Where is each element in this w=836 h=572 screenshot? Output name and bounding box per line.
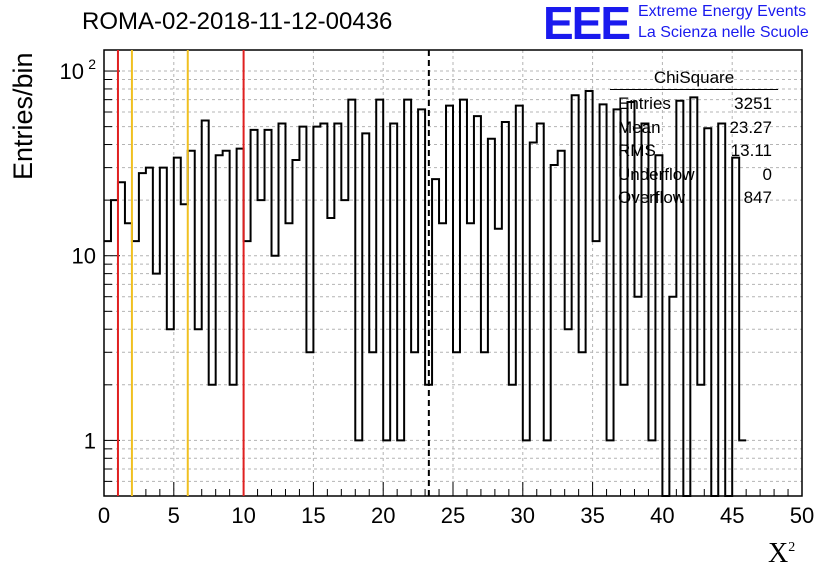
x-tick-label: 30 <box>511 503 535 528</box>
x-tick-label: 35 <box>580 503 604 528</box>
x-tick-label: 45 <box>720 503 744 528</box>
stats-value: 0 <box>762 164 772 184</box>
x-tick-label: 0 <box>98 503 110 528</box>
y-tick-label-sup: 2 <box>88 56 96 72</box>
x-tick-label: 25 <box>441 503 465 528</box>
x-tick-label: 10 <box>231 503 255 528</box>
stats-value: 13.11 <box>730 141 772 160</box>
logo-subtitle-line2: La Scienza nelle Scuole <box>638 24 809 41</box>
stats-value: 23.27 <box>729 117 772 137</box>
x-tick-label: 20 <box>371 503 395 528</box>
stats-row-rms: RMS 13.11 <box>610 139 778 163</box>
y-axis-label: Entries/bin <box>8 52 38 180</box>
stats-row-mean: Mean 23.27 <box>610 116 778 140</box>
x-tick-label: 5 <box>168 503 180 528</box>
stats-box: ChiSquare Entries 3251 Mean 23.27 RMS 13.11… <box>610 68 778 210</box>
y-tick-label: 10 <box>72 244 96 269</box>
logo-subtitle-line1: Extreme Energy Events <box>638 3 807 20</box>
stats-value: 3251 <box>734 94 772 113</box>
x-tick-label: 50 <box>790 503 814 528</box>
x-axis-label-text: X <box>768 538 789 569</box>
stats-label: Entries <box>618 94 671 113</box>
x-axis-label-sup: 2 <box>788 540 796 555</box>
stats-label: Mean <box>618 117 661 137</box>
x-tick-label: 40 <box>650 503 674 528</box>
y-tick-label: 1 <box>84 428 96 453</box>
stats-label: RMS <box>618 141 656 160</box>
stats-value: 847 <box>743 188 772 207</box>
stats-label: Underflow <box>618 164 695 184</box>
stats-title: ChiSquare <box>610 68 778 90</box>
stats-row-overflow: Overflow 847 <box>610 186 778 210</box>
x-tick-label: 15 <box>301 503 325 528</box>
x-axis-label: X2 <box>768 538 795 570</box>
stats-row-underflow: Underflow 0 <box>610 163 778 187</box>
eee-logo: EEE <box>543 0 631 49</box>
y-tick-label: 10 <box>60 59 84 84</box>
chart-title: ROMA-02-2018-11-12-00436 <box>82 8 393 35</box>
stats-label: Overflow <box>618 188 686 207</box>
stats-row-entries: Entries 3251 <box>610 92 778 116</box>
histogram-line <box>104 89 747 497</box>
